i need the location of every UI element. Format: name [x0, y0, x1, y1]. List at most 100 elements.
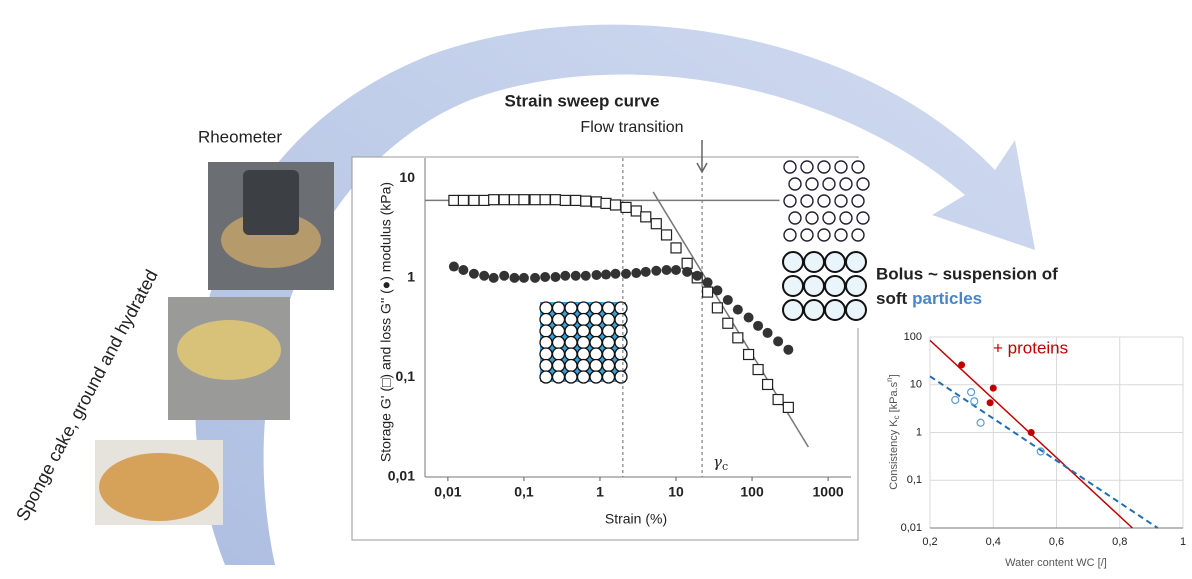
data-point — [702, 277, 713, 288]
particle — [805, 211, 819, 225]
particle — [800, 194, 814, 208]
packed-particle — [576, 358, 591, 373]
particle — [851, 160, 865, 174]
small-panel — [875, 325, 1192, 574]
packed-particle — [576, 335, 591, 350]
packed-particle — [614, 358, 628, 373]
data-point — [570, 270, 581, 281]
data-point — [508, 194, 521, 206]
packed-particle — [551, 335, 566, 350]
packed-particle — [614, 312, 628, 327]
x-tick-label: 0,1 — [514, 484, 534, 500]
packed-particle — [551, 312, 566, 327]
packed-particle — [614, 324, 628, 338]
data-point — [479, 270, 490, 281]
data-point — [630, 205, 642, 217]
data-point — [478, 194, 490, 207]
particle — [788, 177, 802, 191]
packed-particle — [589, 312, 603, 327]
swollen-particle — [803, 299, 825, 321]
data-point — [600, 197, 612, 209]
small-x-axis-title: Water content WC [/] — [1005, 557, 1107, 569]
particle — [817, 228, 831, 242]
data-point — [621, 268, 632, 279]
packed-particle — [564, 358, 578, 373]
particle — [851, 228, 865, 242]
y-tick-label: 100 — [904, 331, 922, 343]
packed-particle — [589, 370, 603, 384]
microstructure-insets — [539, 158, 870, 384]
packed-particle — [551, 347, 566, 361]
y-tick-label: 0,01 — [388, 468, 415, 484]
packed-particle — [564, 335, 578, 350]
data-point — [671, 264, 682, 275]
ylabel-sup: n — [885, 377, 894, 381]
packed-particle — [539, 301, 553, 315]
particle — [800, 160, 814, 174]
cake — [99, 453, 219, 521]
particle — [822, 177, 836, 191]
particle — [834, 160, 848, 174]
packed-particle — [614, 301, 628, 315]
particle — [822, 211, 836, 225]
data-point — [580, 195, 592, 207]
data-point — [732, 304, 743, 315]
gamma-symbol: γ — [713, 453, 722, 471]
data-point — [609, 199, 622, 211]
ylabel-end: ] — [888, 374, 900, 377]
data-point — [499, 270, 510, 281]
packed-particle — [551, 324, 566, 338]
data-point — [967, 388, 976, 397]
data-point — [681, 257, 693, 269]
data-point — [498, 194, 510, 206]
ylabel-main: Consistency K — [888, 419, 900, 490]
data-point — [540, 272, 551, 283]
data-point — [640, 211, 652, 223]
y-tick-label: 0,1 — [907, 474, 922, 486]
data-point — [951, 395, 960, 405]
x-tick-label: 1 — [596, 484, 604, 500]
packed-particle — [576, 312, 591, 327]
swollen-particle — [803, 275, 825, 297]
packed-particle — [614, 335, 628, 350]
packed-particle — [539, 312, 553, 327]
y-tick-label: 1 — [407, 269, 415, 285]
data-point — [448, 194, 460, 207]
data-point — [518, 272, 529, 283]
data-point — [458, 264, 469, 275]
packed-particle — [601, 335, 616, 350]
data-point — [989, 384, 997, 392]
x-tick-label: 0,4 — [986, 536, 1001, 548]
packed-particle — [576, 301, 591, 315]
data-point — [580, 270, 591, 281]
small-chart-title: + proteins — [993, 338, 1068, 357]
particle — [851, 194, 865, 208]
particle — [783, 228, 797, 242]
data-point — [488, 194, 500, 206]
data-point — [986, 399, 994, 407]
packed-particle — [589, 347, 603, 361]
particle — [834, 228, 848, 242]
data-point — [518, 194, 530, 206]
bolus-label: Bolus ~ suspension of — [876, 264, 1058, 283]
packed-particle — [539, 358, 553, 373]
data-point — [610, 268, 621, 279]
data-point — [590, 196, 603, 208]
packed-particle — [539, 370, 553, 384]
data-point — [570, 194, 582, 207]
particle — [783, 194, 797, 208]
particle — [800, 228, 814, 242]
bolus-label-2: soft particles — [876, 289, 982, 308]
gamma-subscript: c — [722, 460, 728, 473]
data-point — [711, 302, 723, 314]
data-point — [620, 201, 632, 214]
data-point — [600, 269, 611, 280]
rheometer-head — [243, 170, 299, 235]
fit-line — [929, 375, 1159, 529]
swollen-particle — [782, 299, 804, 321]
packed-particle — [564, 347, 578, 361]
swollen-particle — [824, 251, 846, 273]
data-point — [640, 266, 651, 277]
swollen-particle — [824, 299, 846, 321]
